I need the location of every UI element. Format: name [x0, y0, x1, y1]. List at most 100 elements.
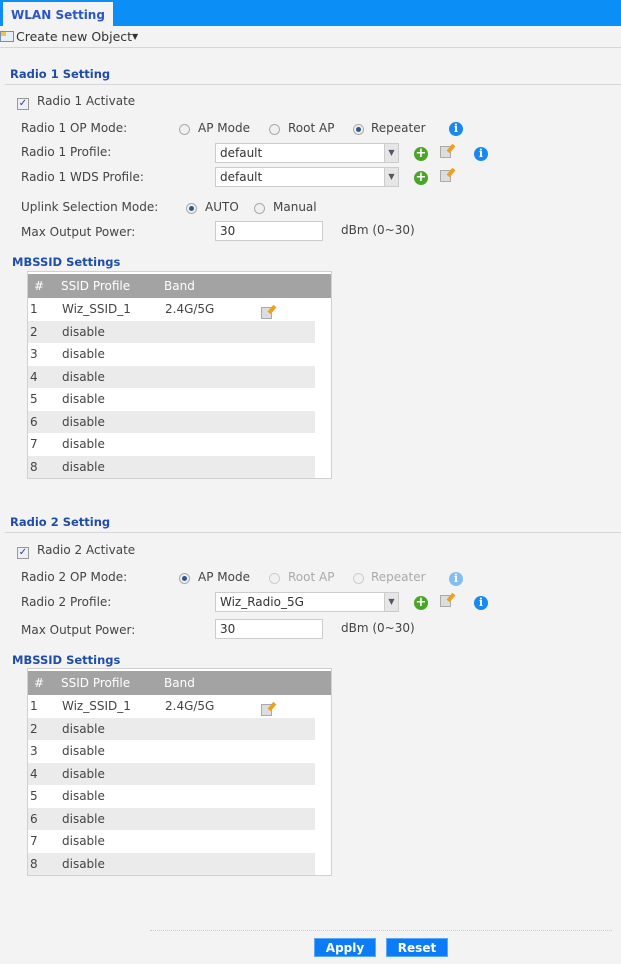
ap-mode-label: AP Mode	[198, 570, 250, 584]
radio2-mbssid-table: # SSID Profile Band 1 Wiz_SSID_1 2.4G/5G 2 d…	[27, 668, 332, 876]
ssid-profile-cell: Wiz_SSID_1	[62, 699, 131, 713]
radio2-ap-mode-radio[interactable]	[179, 571, 190, 585]
ssid-profile-cell: disable	[62, 856, 105, 871]
row-number: 4	[30, 766, 38, 781]
ap-mode-label: AP Mode	[198, 121, 250, 135]
repeater-label: Repeater	[371, 570, 426, 584]
table-row[interactable]: 3 disable	[28, 740, 315, 763]
table-row[interactable]: 4 disable	[28, 762, 315, 785]
ssid-profile-cell: disable	[62, 347, 105, 361]
table-row[interactable]: 4 disable	[28, 365, 315, 388]
radio2-repeater-radio[interactable]	[353, 571, 364, 585]
row-number: 4	[30, 369, 38, 384]
row-number: 8	[30, 856, 38, 871]
divider	[5, 532, 621, 533]
row-number: 1	[30, 699, 38, 713]
radio1-profile-label: Radio 1 Profile:	[21, 145, 112, 159]
table-row[interactable]: 1 Wiz_SSID_1 2.4G/5G	[28, 298, 315, 321]
table-row[interactable]: 6 disable	[28, 410, 315, 433]
row-number: 7	[30, 834, 38, 848]
radio2-root-ap-radio[interactable]	[269, 571, 280, 585]
edit-icon[interactable]	[440, 595, 451, 610]
divider	[0, 47, 621, 48]
radio1-wds-profile-select[interactable]: default ▼	[215, 167, 399, 187]
caret-down-icon: ▼	[132, 32, 139, 41]
ssid-profile-cell: disable	[62, 721, 105, 736]
select-value: default	[220, 146, 263, 160]
object-icon	[0, 31, 14, 42]
radio2-profile-select[interactable]: Wiz_Radio_5G ▼	[215, 592, 399, 612]
table-row[interactable]: 5 disable	[28, 388, 315, 411]
tab-wlan-setting[interactable]: WLAN Setting	[3, 2, 113, 26]
divider	[5, 84, 621, 85]
ssid-profile-cell: disable	[62, 392, 105, 406]
apply-button[interactable]: Apply	[314, 938, 376, 957]
add-icon[interactable]: +	[414, 146, 428, 161]
radio1-root-ap-radio[interactable]	[269, 122, 280, 136]
col-ssid-profile: SSID Profile	[61, 279, 131, 293]
radio2-op-mode-label: Radio 2 OP Mode:	[21, 570, 128, 584]
row-number: 3	[30, 347, 38, 361]
row-number: 5	[30, 789, 38, 803]
uplink-selection-label: Uplink Selection Mode:	[21, 200, 159, 214]
radio1-repeater-radio[interactable]	[353, 122, 364, 136]
col-band: Band	[164, 279, 195, 293]
mbssid-title: MBSSID Settings	[12, 255, 121, 269]
edit-icon[interactable]	[440, 170, 451, 185]
info-icon[interactable]: i	[474, 146, 488, 161]
table-header: # SSID Profile Band	[28, 671, 331, 695]
max-output-power-label: Max Output Power:	[21, 225, 136, 239]
create-new-object-menu[interactable]: Create new Object ▼	[0, 29, 138, 44]
row-number: 6	[30, 811, 38, 826]
table-row[interactable]: 3 disable	[28, 343, 315, 366]
table-row[interactable]: 8 disable	[28, 852, 315, 875]
ssid-profile-cell: disable	[62, 744, 105, 758]
top-bar: WLAN Setting	[0, 0, 621, 26]
col-ssid-profile: SSID Profile	[61, 676, 131, 690]
checkbox-checked-icon: ✓	[17, 547, 29, 559]
chevron-down-icon: ▼	[384, 144, 398, 162]
ssid-profile-cell: Wiz_SSID_1	[62, 302, 131, 316]
add-icon[interactable]: +	[414, 170, 428, 185]
radio1-max-power-input[interactable]: 30	[215, 221, 323, 241]
radio1-activate-checkbox[interactable]: ✓	[17, 95, 29, 110]
table-row[interactable]: 8 disable	[28, 455, 315, 478]
table-row[interactable]: 2 disable	[28, 717, 315, 740]
ssid-profile-cell: disable	[62, 369, 105, 384]
add-icon[interactable]: +	[414, 595, 428, 610]
table-header: # SSID Profile Band	[28, 274, 331, 298]
table-row[interactable]: 5 disable	[28, 785, 315, 808]
uplink-manual-radio[interactable]	[254, 201, 265, 215]
reset-button[interactable]: Reset	[386, 938, 448, 957]
radio1-profile-select[interactable]: default ▼	[215, 143, 399, 163]
checkbox-checked-icon: ✓	[17, 98, 29, 110]
table-row[interactable]: 7 disable	[28, 830, 315, 853]
radio1-mbssid-table: # SSID Profile Band 1 Wiz_SSID_1 2.4G/5G 2 d…	[27, 271, 332, 479]
table-row[interactable]: 6 disable	[28, 807, 315, 830]
root-ap-label: Root AP	[288, 570, 335, 584]
chevron-down-icon: ▼	[384, 593, 398, 611]
table-row[interactable]: 2 disable	[28, 320, 315, 343]
radio1-wds-profile-label: Radio 1 WDS Profile:	[21, 170, 144, 184]
table-row[interactable]: 1 Wiz_SSID_1 2.4G/5G	[28, 695, 315, 718]
radio2-max-power-input[interactable]: 30	[215, 619, 323, 639]
table-row[interactable]: 7 disable	[28, 433, 315, 456]
select-value: Wiz_Radio_5G	[220, 595, 304, 609]
ssid-profile-cell: disable	[62, 834, 105, 848]
footer-divider	[150, 930, 612, 931]
radio1-ap-mode-radio[interactable]	[179, 122, 190, 136]
col-number: #	[34, 676, 45, 690]
info-icon[interactable]: i	[449, 121, 463, 136]
radio1-section-title: Radio 1 Setting	[10, 67, 111, 81]
uplink-auto-radio[interactable]	[186, 201, 197, 215]
info-icon[interactable]: i	[449, 571, 463, 586]
band-cell: 2.4G/5G	[165, 302, 215, 316]
row-number: 8	[30, 459, 38, 474]
info-icon[interactable]: i	[474, 595, 488, 610]
row-number: 2	[30, 324, 38, 339]
radio2-activate-checkbox[interactable]: ✓	[17, 544, 29, 559]
radio2-activate-label: Radio 2 Activate	[37, 543, 136, 557]
radio2-profile-label: Radio 2 Profile:	[21, 595, 112, 609]
power-unit-label: dBm (0~30)	[341, 621, 415, 635]
edit-icon[interactable]	[440, 146, 451, 161]
